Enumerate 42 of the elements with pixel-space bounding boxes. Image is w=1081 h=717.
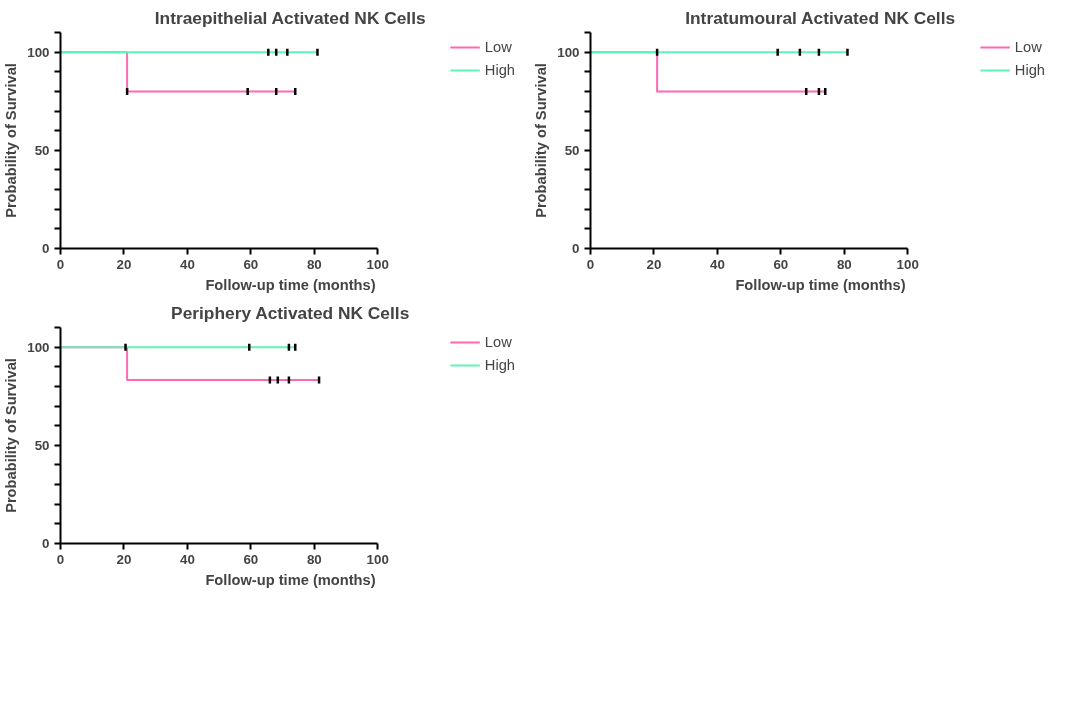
x-tick-label: 40	[709, 256, 725, 272]
x-tick-label: 40	[179, 551, 195, 567]
y-tick-label: 100	[27, 339, 50, 355]
x-tick-label: 20	[116, 256, 132, 272]
x-tick-label: 0	[586, 256, 595, 272]
legend-label: High	[484, 62, 515, 78]
x-tick-label: 20	[646, 256, 662, 272]
y-tick-label: 0	[42, 241, 50, 256]
y-tick-label: 50	[34, 437, 50, 453]
y-axis-title: Probability of Survival	[3, 358, 20, 513]
x-axis-title: Follow-up time (months)	[735, 276, 906, 293]
chart-title: Periphery Activated NK Cells	[171, 302, 410, 323]
y-tick-label: 0	[42, 536, 50, 551]
legend-label: Low	[484, 39, 512, 55]
x-tick-label: 60	[243, 256, 259, 272]
legend-label: High	[1014, 62, 1045, 78]
y-axis-title: Probability of Survival	[3, 63, 20, 218]
x-tick-label: 100	[366, 256, 389, 272]
chart-title: Intraepithelial Activated NK Cells	[154, 7, 426, 28]
x-tick-label: 20	[116, 551, 132, 567]
x-tick-label: 0	[56, 256, 65, 272]
x-tick-label: 80	[306, 256, 322, 272]
x-tick-label: 0	[56, 551, 65, 567]
y-tick-label: 50	[34, 142, 50, 158]
legend-label: Low	[484, 334, 512, 350]
x-tick-label: 100	[366, 551, 389, 567]
x-tick-label: 80	[836, 256, 852, 272]
y-tick-label: 0	[572, 241, 580, 256]
chart-title: Intratumoural Activated NK Cells	[685, 7, 956, 28]
x-tick-label: 60	[243, 551, 259, 567]
x-tick-label: 60	[773, 256, 789, 272]
legend-label: High	[484, 357, 515, 373]
legend-label: Low	[1014, 39, 1042, 55]
x-tick-label: 80	[306, 551, 322, 567]
y-tick-label: 100	[557, 44, 580, 60]
y-tick-label: 50	[564, 142, 580, 158]
x-axis-title: Follow-up time (months)	[205, 276, 376, 293]
x-tick-label: 100	[896, 256, 919, 272]
x-tick-label: 40	[179, 256, 195, 272]
y-axis-title: Probability of Survival	[533, 63, 550, 218]
x-axis-title: Follow-up time (months)	[205, 571, 376, 588]
y-tick-label: 100	[27, 44, 50, 60]
